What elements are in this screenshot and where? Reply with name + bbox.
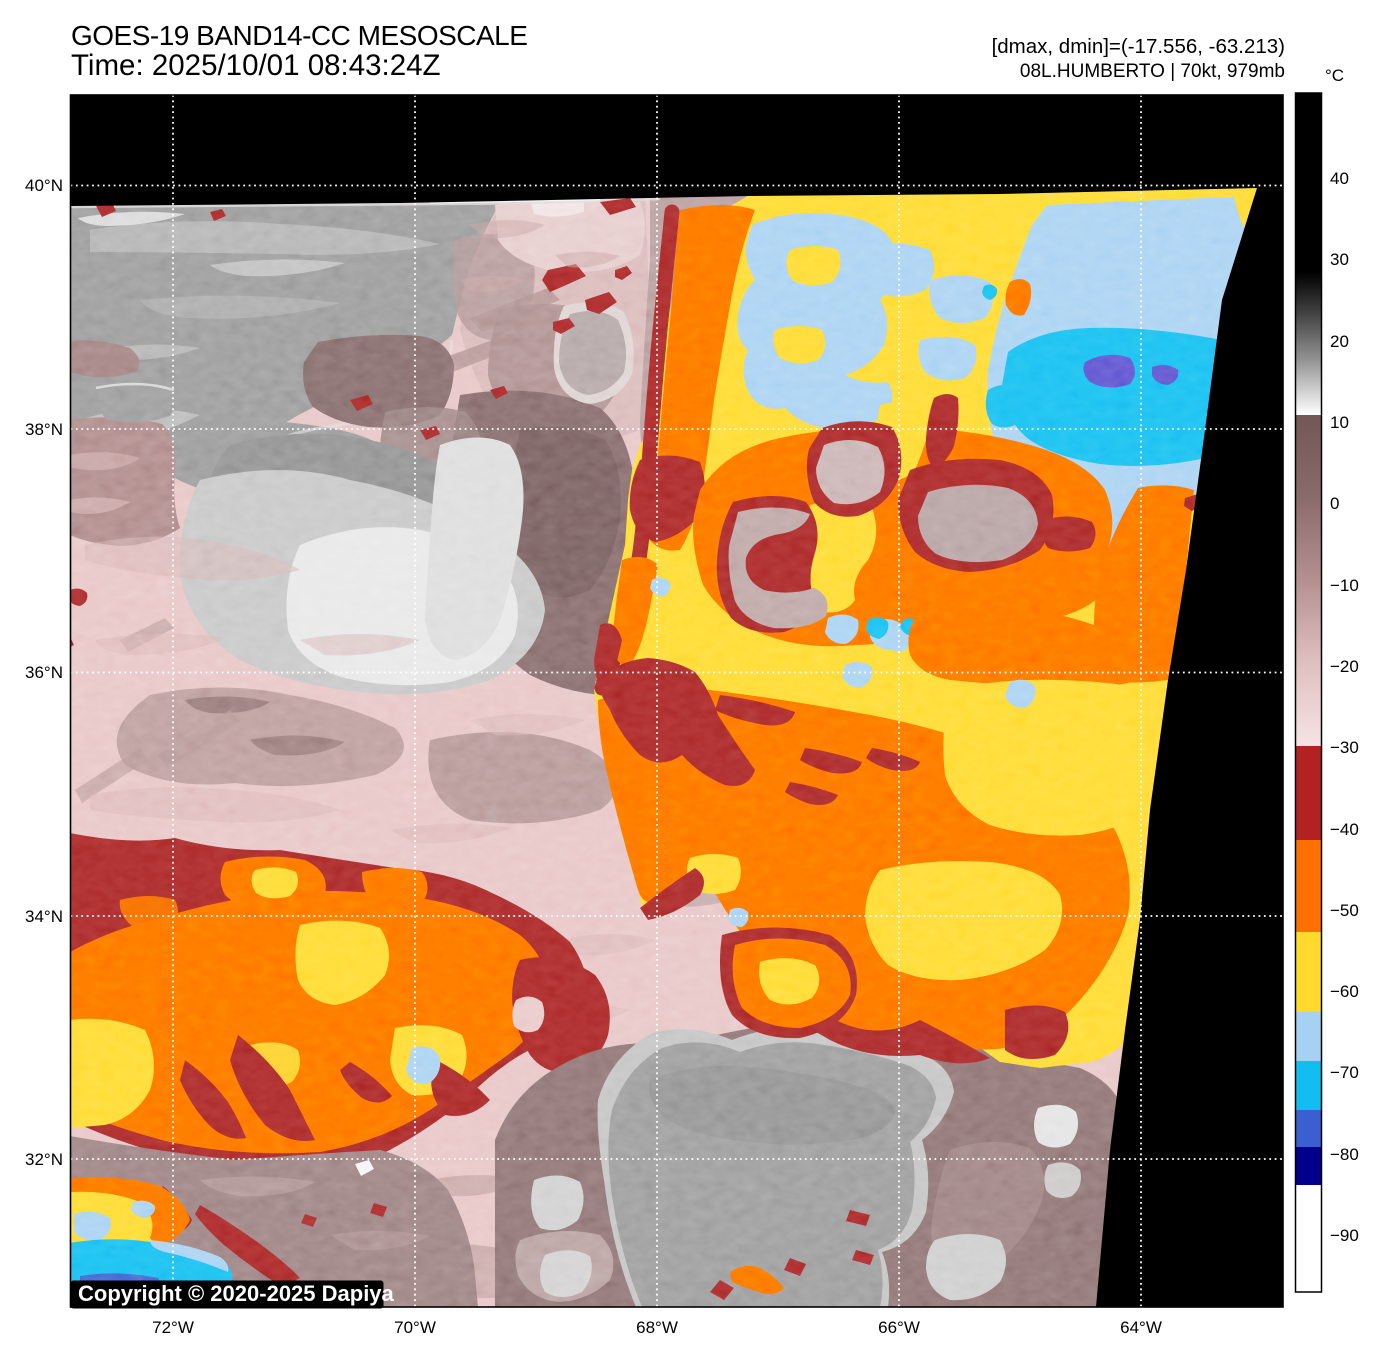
svg-text:40°N: 40°N bbox=[25, 176, 63, 195]
svg-text:38°N: 38°N bbox=[25, 420, 63, 439]
svg-text:−40: −40 bbox=[1330, 820, 1359, 839]
svg-text:−30: −30 bbox=[1330, 738, 1359, 757]
svg-text:08L.HUMBERTO | 70kt, 979mb: 08L.HUMBERTO | 70kt, 979mb bbox=[1020, 61, 1285, 82]
svg-text:Time: 2025/10/01 08:43:24Z: Time: 2025/10/01 08:43:24Z bbox=[71, 49, 441, 82]
svg-text:−20: −20 bbox=[1330, 657, 1359, 676]
svg-text:20: 20 bbox=[1330, 332, 1349, 351]
svg-text:70°W: 70°W bbox=[394, 1318, 436, 1337]
svg-text:−80: −80 bbox=[1330, 1145, 1359, 1164]
svg-text:0: 0 bbox=[1330, 494, 1339, 513]
svg-text:40: 40 bbox=[1330, 169, 1349, 188]
svg-text:[dmax, dmin]=(-17.556, -63.213: [dmax, dmin]=(-17.556, -63.213) bbox=[992, 35, 1285, 58]
svg-text:10: 10 bbox=[1330, 413, 1349, 432]
svg-text:32°N: 32°N bbox=[25, 1150, 63, 1169]
svg-text:−60: −60 bbox=[1330, 982, 1359, 1001]
svg-text:−70: −70 bbox=[1330, 1063, 1359, 1082]
svg-text:66°W: 66°W bbox=[878, 1318, 920, 1337]
svg-text:GOES-19 BAND14-CC MESOSCALE: GOES-19 BAND14-CC MESOSCALE bbox=[71, 20, 527, 51]
svg-text:64°W: 64°W bbox=[1120, 1318, 1162, 1337]
svg-text:Copyright © 2020-2025 Dapiya: Copyright © 2020-2025 Dapiya bbox=[78, 1281, 395, 1306]
svg-text:30: 30 bbox=[1330, 250, 1349, 269]
svg-text:°C: °C bbox=[1325, 66, 1344, 85]
svg-text:−10: −10 bbox=[1330, 576, 1359, 595]
svg-text:−90: −90 bbox=[1330, 1226, 1359, 1245]
svg-text:36°N: 36°N bbox=[25, 663, 63, 682]
svg-text:72°W: 72°W bbox=[152, 1318, 194, 1337]
svg-text:−50: −50 bbox=[1330, 901, 1359, 920]
svg-text:68°W: 68°W bbox=[636, 1318, 678, 1337]
svg-text:34°N: 34°N bbox=[25, 907, 63, 926]
